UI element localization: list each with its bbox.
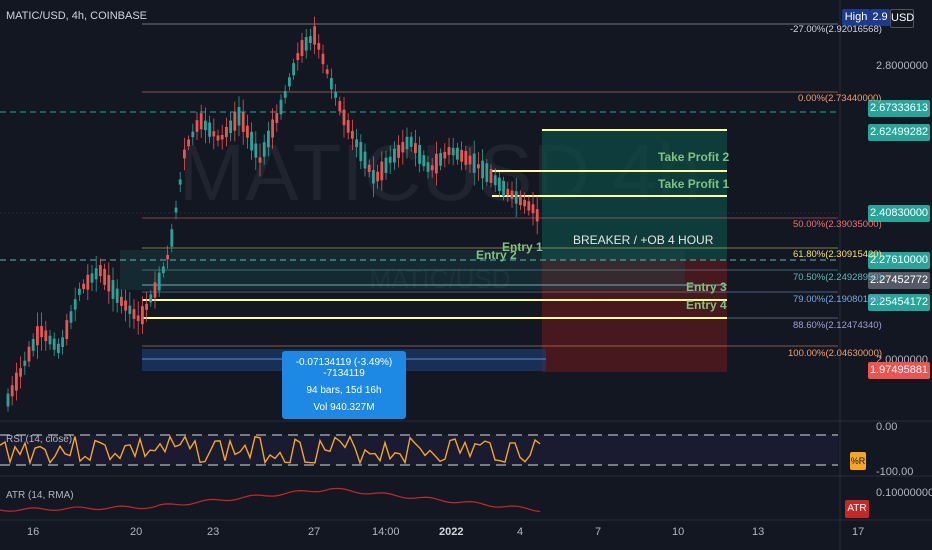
entry-4-label: Entry 4: [686, 298, 727, 312]
take-profit-1-label: Take Profit 1: [658, 177, 730, 191]
candlestick-series: [6, 16, 539, 412]
watermark-small: MATIC/USD: [369, 264, 510, 294]
price-tag-high: 2.9: [870, 9, 890, 26]
atr-indicator-label[interactable]: ATR (14, RMA): [6, 490, 74, 501]
time-tick: 7: [595, 526, 602, 538]
time-tick: 2022: [439, 526, 464, 538]
time-tick: 4: [517, 526, 524, 538]
zone-label: BREAKER / +OB 4 HOUR: [573, 233, 714, 247]
measure-line-2: 94 bars, 15d 16h: [306, 385, 382, 396]
price-tag-1: 2.67333613: [868, 100, 930, 117]
price-tag-6: 2.25454172: [868, 294, 930, 311]
measure-tooltip: -0.07134119 (-3.49%) -7134119 94 bars, 1…: [282, 351, 406, 419]
price-tick-1: 2.8000000: [876, 60, 928, 72]
rsi-top-value: 0.00: [876, 421, 898, 433]
time-tick: 17: [852, 526, 865, 538]
fib-label-100: 100.00%(2.04630000): [788, 348, 883, 359]
high-badge[interactable]: High: [842, 9, 870, 26]
price-tag-4: 2.27610000: [868, 252, 930, 269]
price-tag-5: 2.27452772: [868, 272, 930, 289]
usd-badge[interactable]: USD: [890, 9, 914, 28]
rsi-bottom-value: -100.00: [876, 466, 914, 478]
loss-zone: [542, 260, 727, 372]
atr-badge: ATR: [845, 500, 869, 518]
fib-label-neg27: -27.00%(2.92016568): [790, 24, 882, 35]
measure-line-1: -0.07134119 (-3.49%) -7134119: [295, 357, 393, 379]
fib-label-618: 61.80%(2.30915420): [793, 249, 882, 260]
fib-label-50: 50.00%(2.39035000): [793, 219, 882, 230]
atr-value: 0.10000000: [876, 487, 932, 499]
fib-label-886: 88.60%(2.12474340): [793, 320, 882, 331]
fib-label-0: 0.00%(2.73440000): [798, 93, 882, 104]
rsi-line: [0, 434, 541, 466]
time-tick: 16: [27, 526, 40, 538]
time-tick: 27: [308, 526, 321, 538]
price-tag-7: 1.97495881: [868, 362, 930, 379]
price-tag-3: 2.40830000: [868, 205, 930, 222]
rsi-indicator-label[interactable]: RSI (14, close): [6, 434, 73, 445]
price-tag-2: 2.62499282: [868, 124, 930, 141]
measure-line-3: Vol 940.327M: [313, 402, 375, 413]
entry-1-label: Entry 1: [502, 240, 543, 254]
rsi-badge: %R: [850, 452, 866, 470]
time-tick: 20: [130, 526, 143, 538]
time-tick: 14:00: [372, 526, 400, 538]
take-profit-2-label: Take Profit 2: [658, 150, 730, 164]
fib-label-79: 79.00%(2.19080100): [793, 294, 882, 305]
ticker-title[interactable]: MATIC/USD, 4h, COINBASE: [6, 10, 147, 22]
fib-label-705: 70.50%(2.24928950): [793, 272, 882, 283]
time-tick: 13: [752, 526, 765, 538]
atr-line: [0, 487, 541, 513]
time-tick: 10: [672, 526, 685, 538]
time-tick: 23: [207, 526, 220, 538]
entry-2-label: Entry 2: [476, 248, 517, 262]
entry-3-label: Entry 3: [686, 280, 727, 294]
